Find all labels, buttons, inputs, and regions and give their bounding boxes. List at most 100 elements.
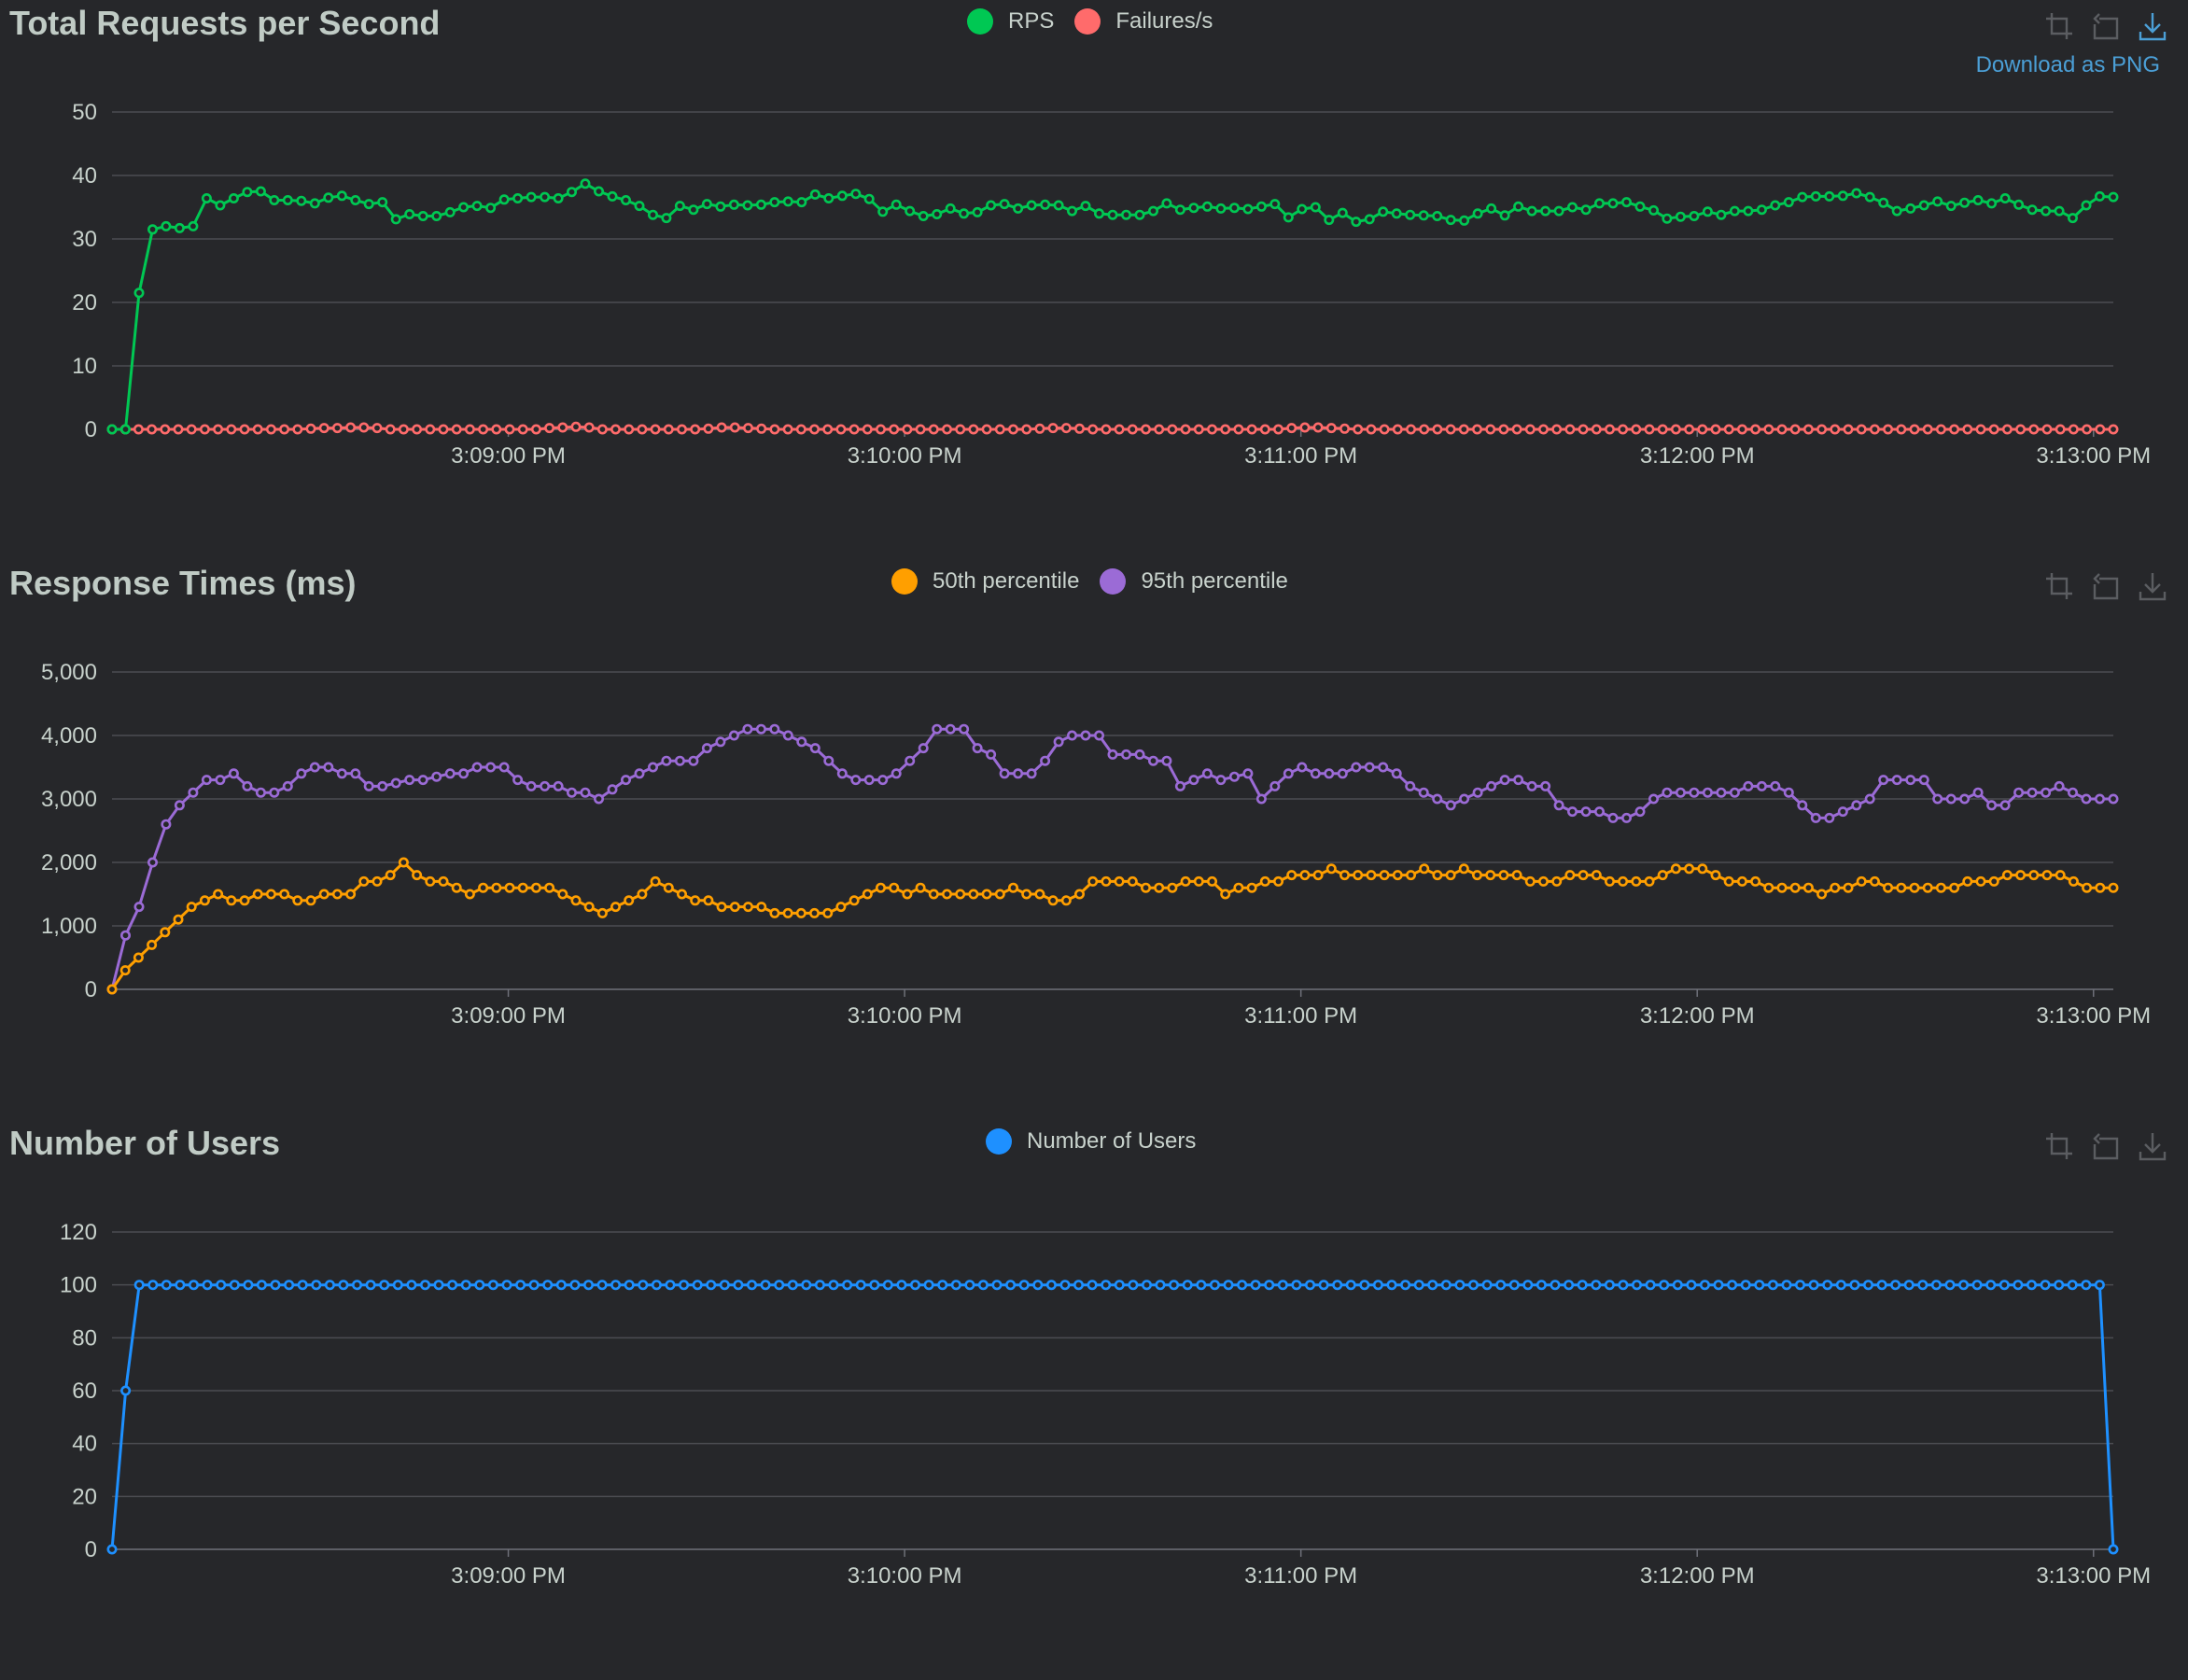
data-point[interactable] (928, 424, 939, 435)
data-point[interactable] (1495, 1280, 1507, 1291)
data-point[interactable] (2001, 424, 2013, 435)
data-point[interactable] (1618, 875, 1629, 887)
data-point[interactable] (596, 907, 608, 918)
data-point[interactable] (331, 423, 343, 434)
data-point[interactable] (1499, 775, 1510, 786)
data-point[interactable] (1567, 202, 1578, 213)
data-point[interactable] (1445, 870, 1456, 881)
data-point[interactable] (1702, 787, 1713, 798)
data-point[interactable] (1837, 190, 1848, 202)
data-point[interactable] (226, 895, 237, 906)
data-point[interactable] (663, 424, 674, 435)
data-point[interactable] (1310, 202, 1321, 213)
data-point[interactable] (1522, 1280, 1534, 1291)
data-point[interactable] (309, 198, 320, 209)
data-point[interactable] (1824, 812, 1835, 823)
data-point[interactable] (1645, 1280, 1656, 1291)
data-point[interactable] (1513, 775, 1524, 786)
data-point[interactable] (891, 199, 902, 210)
data-point[interactable] (2041, 870, 2053, 881)
data-point[interactable] (1026, 768, 1037, 779)
legend-item-rps[interactable]: RPS (967, 8, 1054, 35)
data-point[interactable] (1564, 424, 1576, 435)
data-point[interactable] (1896, 882, 1907, 893)
data-point[interactable] (918, 743, 929, 754)
data-point[interactable] (902, 889, 913, 900)
data-point[interactable] (458, 202, 470, 213)
data-point[interactable] (1167, 424, 1178, 435)
data-point[interactable] (425, 424, 436, 435)
data-point[interactable] (106, 984, 118, 995)
data-point[interactable] (1188, 203, 1199, 214)
data-point[interactable] (160, 927, 171, 938)
data-point[interactable] (216, 1280, 227, 1291)
data-point[interactable] (431, 771, 442, 782)
data-point[interactable] (1053, 200, 1064, 211)
data-point[interactable] (282, 780, 293, 791)
data-point[interactable] (199, 895, 210, 906)
data-point[interactable] (1851, 188, 1862, 199)
data-point[interactable] (808, 907, 820, 918)
data-point[interactable] (2067, 1280, 2078, 1291)
data-point[interactable] (2094, 1280, 2105, 1291)
data-point[interactable] (557, 422, 568, 433)
data-point[interactable] (1255, 793, 1267, 805)
data-point[interactable] (1684, 424, 1695, 435)
data-point[interactable] (915, 424, 926, 435)
data-point[interactable] (1851, 800, 1862, 811)
data-point[interactable] (728, 730, 739, 741)
data-point[interactable] (471, 762, 483, 773)
data-point[interactable] (175, 1280, 186, 1291)
data-point[interactable] (229, 1280, 240, 1291)
data-point[interactable] (1876, 1280, 1887, 1291)
data-point[interactable] (188, 787, 199, 798)
data-point[interactable] (1580, 806, 1592, 818)
data-point[interactable] (1405, 209, 1416, 220)
data-point[interactable] (1843, 424, 1854, 435)
data-point[interactable] (1458, 424, 1469, 435)
data-point[interactable] (896, 1280, 907, 1291)
data-point[interactable] (647, 762, 658, 773)
data-point[interactable] (769, 424, 780, 435)
data-point[interactable] (201, 775, 212, 786)
data-point[interactable] (1959, 197, 1971, 208)
data-point[interactable] (1797, 191, 1808, 203)
data-point[interactable] (1789, 424, 1801, 435)
data-point[interactable] (1318, 1280, 1329, 1291)
data-point[interactable] (2028, 424, 2040, 435)
data-point[interactable] (255, 787, 266, 798)
data-point[interactable] (2015, 870, 2027, 881)
data-point[interactable] (1729, 205, 1740, 217)
data-point[interactable] (1485, 870, 1496, 881)
data-point[interactable] (188, 220, 199, 231)
data-point[interactable] (769, 723, 780, 735)
data-point[interactable] (1662, 213, 1673, 224)
data-point[interactable] (106, 424, 118, 435)
data-point[interactable] (1591, 424, 1602, 435)
data-point[interactable] (742, 723, 753, 735)
data-point[interactable] (2027, 787, 2038, 798)
data-point[interactable] (1538, 875, 1550, 887)
data-point[interactable] (239, 424, 250, 435)
data-point[interactable] (1259, 424, 1270, 435)
data-point[interactable] (1659, 1280, 1670, 1291)
data-point[interactable] (1710, 424, 1721, 435)
data-point[interactable] (1986, 800, 1998, 811)
data-point[interactable] (390, 777, 401, 789)
data-point[interactable] (862, 424, 873, 435)
data-point[interactable] (412, 424, 423, 435)
data-point[interactable] (849, 424, 860, 435)
data-point[interactable] (2068, 875, 2079, 887)
data-point[interactable] (663, 882, 674, 893)
data-point[interactable] (1864, 191, 1875, 203)
data-point[interactable] (1723, 424, 1734, 435)
data-point[interactable] (733, 1280, 744, 1291)
data-point[interactable] (1359, 1280, 1370, 1291)
data-point[interactable] (1605, 875, 1616, 887)
data-point[interactable] (746, 1280, 757, 1291)
data-point[interactable] (1699, 1280, 1710, 1291)
data-point[interactable] (1141, 882, 1152, 893)
data-point[interactable] (515, 1280, 526, 1291)
data-point[interactable] (1468, 1280, 1480, 1291)
data-point[interactable] (1935, 424, 1946, 435)
